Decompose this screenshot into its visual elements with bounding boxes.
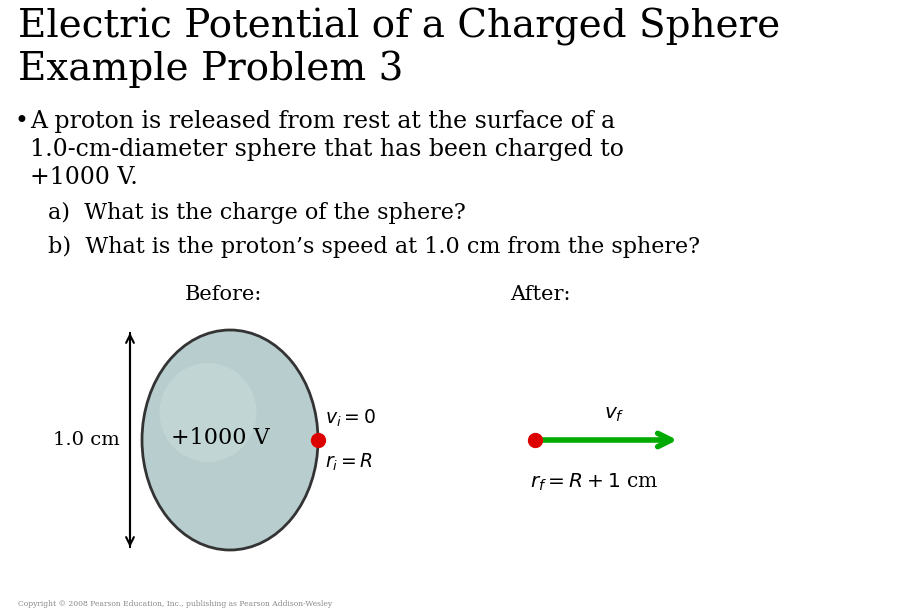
Text: $v_f$: $v_f$ [604, 404, 625, 424]
Text: +1000 V: +1000 V [171, 427, 270, 449]
Ellipse shape [142, 330, 318, 550]
Text: $r_i = R$: $r_i = R$ [325, 451, 373, 472]
Text: A proton is released from rest at the surface of a: A proton is released from rest at the su… [30, 110, 615, 133]
Text: b)  What is the proton’s speed at 1.0 cm from the sphere?: b) What is the proton’s speed at 1.0 cm … [48, 236, 700, 258]
Text: Electric Potential of a Charged Sphere: Electric Potential of a Charged Sphere [18, 8, 780, 46]
Text: 1.0 cm: 1.0 cm [53, 431, 120, 449]
Text: a)  What is the charge of the sphere?: a) What is the charge of the sphere? [48, 202, 466, 224]
Text: After:: After: [510, 285, 571, 304]
Text: •: • [14, 110, 28, 133]
Text: $r_f = R + 1$ cm: $r_f = R + 1$ cm [530, 471, 658, 492]
Text: $v_i = 0$: $v_i = 0$ [325, 407, 376, 429]
Text: Example Problem 3: Example Problem 3 [18, 50, 404, 88]
Text: Copyright © 2008 Pearson Education, Inc., publishing as Pearson Addison-Wesley: Copyright © 2008 Pearson Education, Inc.… [18, 600, 332, 608]
Ellipse shape [160, 363, 256, 462]
Text: +1000 V.: +1000 V. [30, 166, 138, 189]
Text: 1.0-cm-diameter sphere that has been charged to: 1.0-cm-diameter sphere that has been cha… [30, 138, 624, 161]
Text: Before:: Before: [185, 285, 263, 304]
